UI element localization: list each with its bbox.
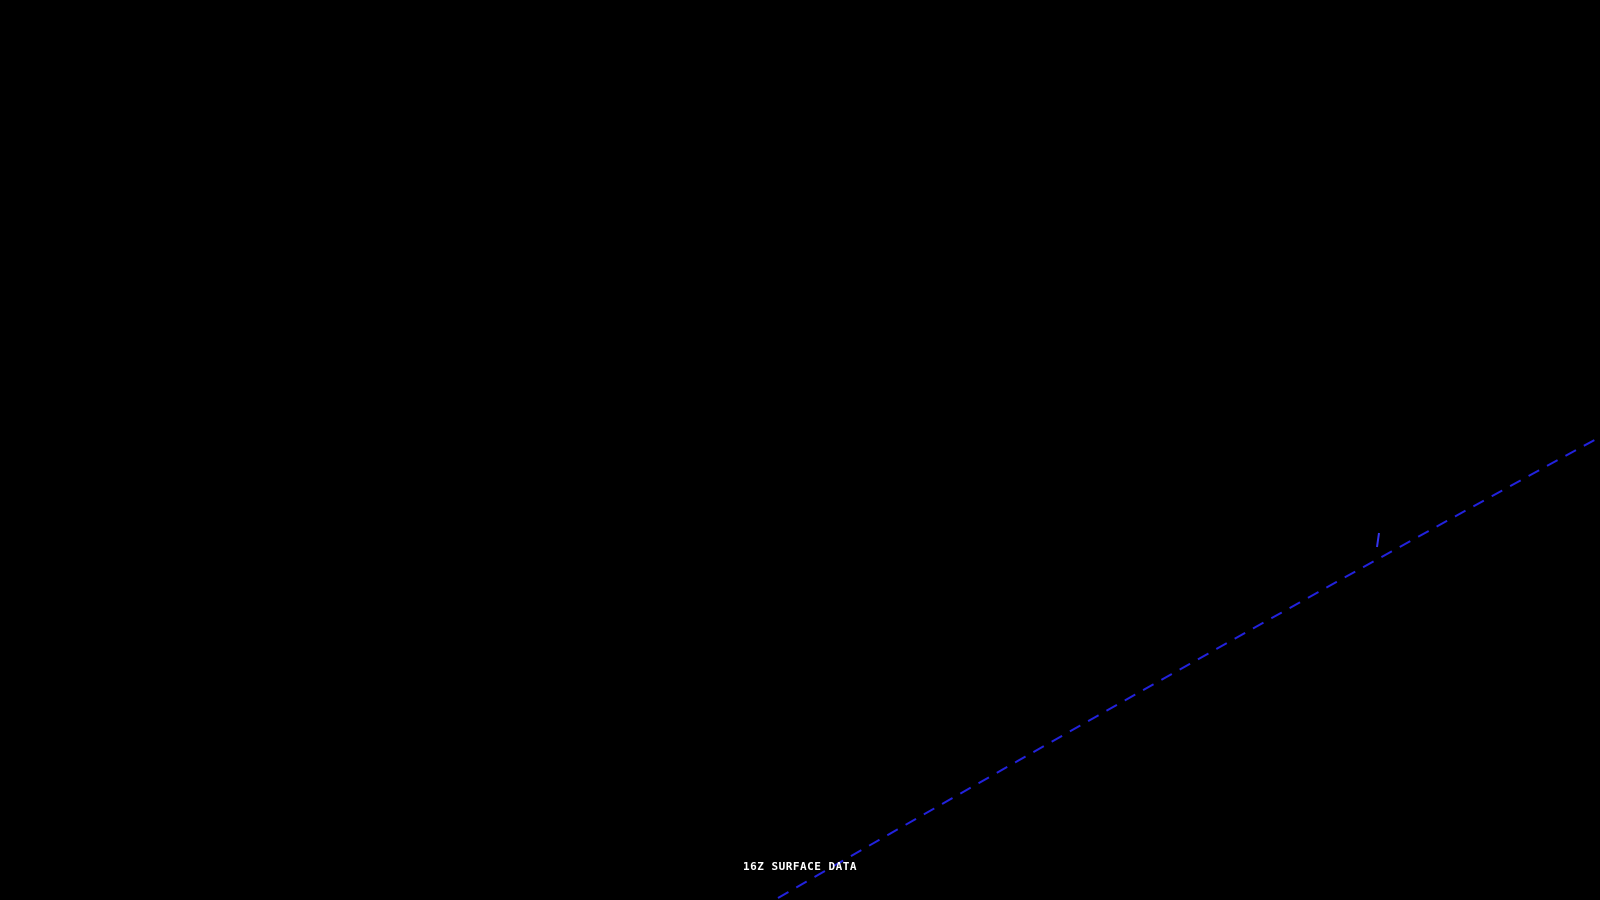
surface-data-label: 16Z SURFACE DATA [743, 860, 857, 873]
surface-dashed-line [777, 436, 1600, 899]
line-tick-mark [1376, 532, 1380, 548]
